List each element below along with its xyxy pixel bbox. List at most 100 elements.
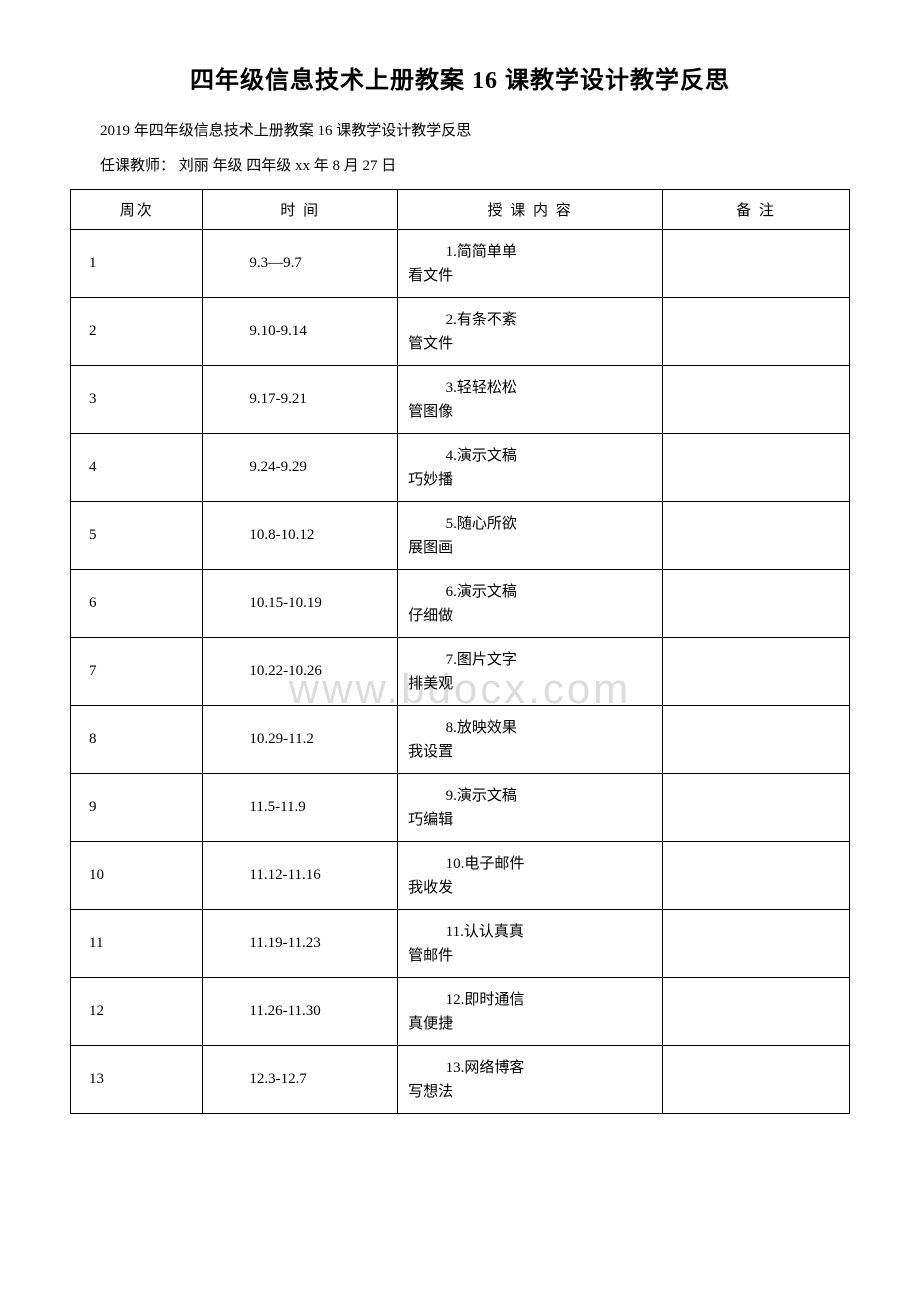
cell-note	[663, 774, 850, 842]
content-line1: 5.随心所欲	[408, 512, 652, 536]
content-line1: 1.简简单单	[408, 240, 652, 264]
cell-note	[663, 502, 850, 570]
cell-time: 11.5-11.9	[203, 774, 398, 842]
table-row: 510.8-10.125.随心所欲展图画	[71, 502, 850, 570]
cell-time: 11.26-11.30	[203, 978, 398, 1046]
cell-time: 10.15-10.19	[203, 570, 398, 638]
cell-content: 12.即时通信真便捷	[398, 978, 663, 1046]
cell-note	[663, 298, 850, 366]
content-line1: 10.电子邮件	[408, 852, 652, 876]
table-row: 39.17-9.213.轻轻松松管图像	[71, 366, 850, 434]
content-line1: 9.演示文稿	[408, 784, 652, 808]
cell-note	[663, 434, 850, 502]
content-line1: 4.演示文稿	[408, 444, 652, 468]
cell-content: 8.放映效果我设置	[398, 706, 663, 774]
table-row: 19.3—9.71.简简单单看文件	[71, 230, 850, 298]
cell-week: 4	[71, 434, 203, 502]
cell-content: 3.轻轻松松管图像	[398, 366, 663, 434]
cell-week: 8	[71, 706, 203, 774]
table-row: 1312.3-12.713.网络博客写想法	[71, 1046, 850, 1114]
subtitle-text: 2019 年四年级信息技术上册教案 16 课教学设计教学反思	[70, 119, 850, 140]
cell-time: 10.8-10.12	[203, 502, 398, 570]
cell-note	[663, 978, 850, 1046]
table-row: 1111.19-11.2311.认认真真管邮件	[71, 910, 850, 978]
cell-content: 11.认认真真管邮件	[398, 910, 663, 978]
cell-week: 5	[71, 502, 203, 570]
content-line2: 管图像	[408, 400, 652, 424]
table-row: 710.22-10.267.图片文字排美观	[71, 638, 850, 706]
table-row: 49.24-9.294.演示文稿巧妙播	[71, 434, 850, 502]
cell-week: 10	[71, 842, 203, 910]
cell-note	[663, 910, 850, 978]
header-week: 周次	[71, 190, 203, 230]
content-line2: 巧妙播	[408, 468, 652, 492]
table-row: 810.29-11.28.放映效果我设置	[71, 706, 850, 774]
content-line1: 6.演示文稿	[408, 580, 652, 604]
cell-time: 11.19-11.23	[203, 910, 398, 978]
content-line2: 展图画	[408, 536, 652, 560]
cell-time: 12.3-12.7	[203, 1046, 398, 1114]
content-line1: 3.轻轻松松	[408, 376, 652, 400]
content-line2: 看文件	[408, 264, 652, 288]
cell-content: 9.演示文稿巧编辑	[398, 774, 663, 842]
cell-note	[663, 570, 850, 638]
cell-week: 7	[71, 638, 203, 706]
content-line2: 排美观	[408, 672, 652, 696]
header-content: 授 课 内 容	[398, 190, 663, 230]
cell-week: 3	[71, 366, 203, 434]
cell-content: 5.随心所欲展图画	[398, 502, 663, 570]
cell-time: 9.3—9.7	[203, 230, 398, 298]
cell-week: 12	[71, 978, 203, 1046]
content-line2: 我收发	[408, 876, 652, 900]
cell-week: 13	[71, 1046, 203, 1114]
content-line1: 8.放映效果	[408, 716, 652, 740]
schedule-table: 周次 时 间 授 课 内 容 备 注 19.3—9.71.简简单单看文件29.1…	[70, 189, 850, 1114]
cell-time: 11.12-11.16	[203, 842, 398, 910]
cell-content: 7.图片文字排美观	[398, 638, 663, 706]
cell-time: 10.29-11.2	[203, 706, 398, 774]
cell-week: 11	[71, 910, 203, 978]
content-line2: 写想法	[408, 1080, 652, 1104]
cell-note	[663, 638, 850, 706]
content-line2: 仔细做	[408, 604, 652, 628]
header-note: 备 注	[663, 190, 850, 230]
info-line: 任课教师： 刘丽 年级 四年级 xx 年 8 月 27 日	[70, 154, 850, 175]
cell-time: 9.10-9.14	[203, 298, 398, 366]
cell-content: 6.演示文稿仔细做	[398, 570, 663, 638]
cell-week: 6	[71, 570, 203, 638]
cell-content: 2.有条不紊管文件	[398, 298, 663, 366]
header-time: 时 间	[203, 190, 398, 230]
table-row: 911.5-11.99.演示文稿巧编辑	[71, 774, 850, 842]
cell-time: 9.17-9.21	[203, 366, 398, 434]
content-line1: 13.网络博客	[408, 1056, 652, 1080]
content-line1: 11.认认真真	[408, 920, 652, 944]
content-line2: 管文件	[408, 332, 652, 356]
cell-note	[663, 366, 850, 434]
cell-content: 4.演示文稿巧妙播	[398, 434, 663, 502]
content-line1: 7.图片文字	[408, 648, 652, 672]
content-line2: 我设置	[408, 740, 652, 764]
cell-week: 9	[71, 774, 203, 842]
cell-content: 1.简简单单看文件	[398, 230, 663, 298]
table-row: 1211.26-11.3012.即时通信真便捷	[71, 978, 850, 1046]
cell-week: 1	[71, 230, 203, 298]
page-title: 四年级信息技术上册教案 16 课教学设计教学反思	[70, 60, 850, 95]
cell-note	[663, 842, 850, 910]
cell-note	[663, 1046, 850, 1114]
table-row: 29.10-9.142.有条不紊管文件	[71, 298, 850, 366]
cell-week: 2	[71, 298, 203, 366]
content-line2: 真便捷	[408, 1012, 652, 1036]
content-line1: 12.即时通信	[408, 988, 652, 1012]
content-line2: 巧编辑	[408, 808, 652, 832]
table-row: 1011.12-11.1610.电子邮件我收发	[71, 842, 850, 910]
table-header-row: 周次 时 间 授 课 内 容 备 注	[71, 190, 850, 230]
cell-note	[663, 230, 850, 298]
content-line1: 2.有条不紊	[408, 308, 652, 332]
cell-note	[663, 706, 850, 774]
cell-content: 13.网络博客写想法	[398, 1046, 663, 1114]
table-row: 610.15-10.196.演示文稿仔细做	[71, 570, 850, 638]
content-line2: 管邮件	[408, 944, 652, 968]
cell-content: 10.电子邮件我收发	[398, 842, 663, 910]
cell-time: 10.22-10.26	[203, 638, 398, 706]
cell-time: 9.24-9.29	[203, 434, 398, 502]
